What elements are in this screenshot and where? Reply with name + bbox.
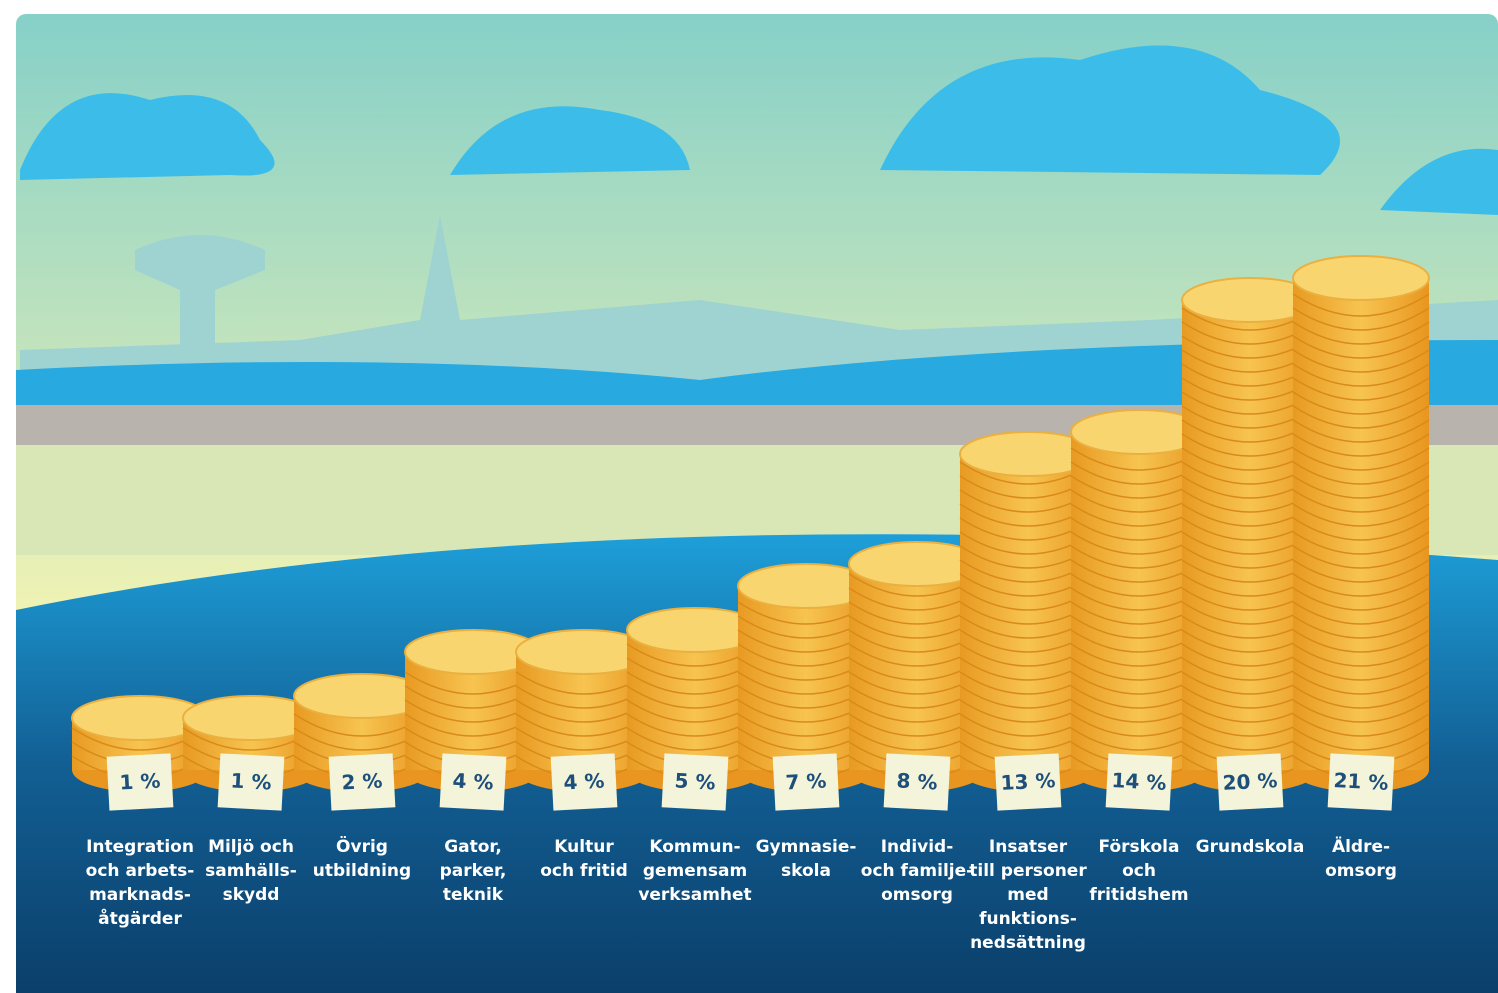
coin-body <box>1293 278 1429 770</box>
value-label: 13 % <box>1000 768 1056 795</box>
coin-top <box>1293 256 1429 300</box>
category-label: Förskola och fritidshem <box>1079 835 1199 907</box>
value-note: 8 % <box>884 753 951 810</box>
category-label: Gymnasie- skola <box>746 835 866 883</box>
category-label: Äldre- omsorg <box>1301 835 1421 883</box>
value-label: 5 % <box>674 768 716 794</box>
value-note: 13 % <box>995 753 1062 810</box>
category-label: Grundskola <box>1190 835 1310 859</box>
value-label: 2 % <box>341 768 383 794</box>
value-label: 4 % <box>452 768 494 794</box>
value-label: 8 % <box>896 768 938 794</box>
value-note: 21 % <box>1328 753 1395 810</box>
value-note: 7 % <box>773 753 840 810</box>
value-note: 14 % <box>1106 753 1173 810</box>
value-note: 20 % <box>1217 753 1284 810</box>
category-label: Individ- och familje- omsorg <box>857 835 977 907</box>
value-label: 1 % <box>230 768 272 794</box>
value-note: 4 % <box>440 753 507 810</box>
value-label: 21 % <box>1333 768 1389 795</box>
coin-stack <box>1293 256 1429 792</box>
value-label: 14 % <box>1111 768 1167 795</box>
category-label: Miljö och samhälls- skydd <box>191 835 311 907</box>
value-label: 1 % <box>119 768 161 794</box>
value-note: 5 % <box>662 753 729 810</box>
value-label: 20 % <box>1222 768 1278 795</box>
value-label: 4 % <box>563 768 605 794</box>
value-note: 2 % <box>329 753 396 810</box>
category-label: Integration och arbets- marknads- åtgärd… <box>80 835 200 931</box>
category-label: Kultur och fritid <box>524 835 644 883</box>
infographic: 1 % 1 % 2 % 4 % 4 % 5 % 7 % 8 % 13 % 14 % 20 % 21 %… <box>0 0 1498 993</box>
value-note: 4 % <box>551 753 618 810</box>
value-note: 1 % <box>107 753 174 810</box>
category-label: Övrig utbildning <box>302 835 422 883</box>
category-label: Kommun- gemensam verksamhet <box>635 835 755 907</box>
category-label: Insatser till personer med funktions- ne… <box>968 835 1088 955</box>
value-note: 1 % <box>218 753 285 810</box>
category-label: Gator, parker, teknik <box>413 835 533 907</box>
value-label: 7 % <box>785 768 827 794</box>
